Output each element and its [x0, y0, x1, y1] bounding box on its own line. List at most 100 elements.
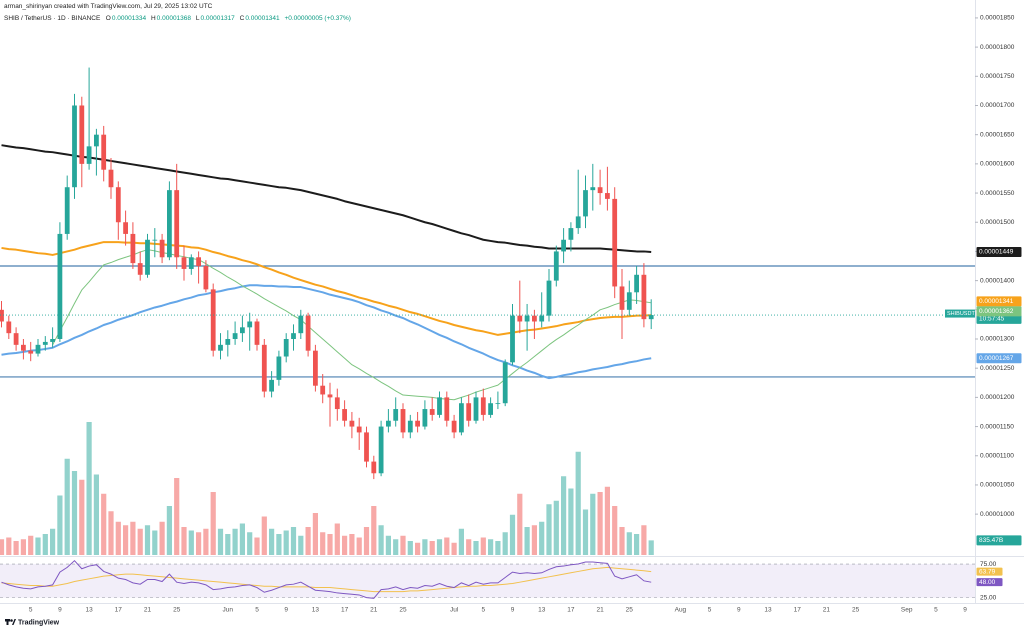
y-tick-label: 0.00001400	[980, 277, 1015, 284]
ohlc-letter: L	[195, 15, 200, 22]
x-tick-label: 17	[794, 607, 802, 614]
candle-body	[181, 257, 187, 269]
x-tick-label: 13	[764, 607, 772, 614]
candle-body	[0, 309, 4, 322]
volume-bar	[466, 539, 472, 555]
volume-bar	[415, 542, 421, 555]
y-tick-label: 0.00001300	[980, 336, 1015, 343]
candle-body	[407, 420, 413, 433]
volume-bar	[108, 511, 114, 555]
candle-body	[480, 397, 486, 415]
candle-body	[466, 403, 472, 421]
volume-bar	[166, 506, 172, 555]
candle-body	[612, 198, 618, 287]
legend-line: SHIB / TetherUS · 1D · BINANCE O0.000013…	[4, 13, 354, 25]
ohlc-value: 0.00001341	[245, 15, 280, 22]
y-tick-label: 0.00001150	[980, 423, 1014, 430]
volume-bar	[6, 537, 12, 555]
volume-bar	[203, 528, 209, 555]
candle-body	[196, 257, 201, 267]
candle-body	[86, 146, 92, 164]
candle-body	[495, 403, 501, 405]
candle-body	[568, 228, 574, 240]
rsi-ma-value-label: 63.79	[979, 568, 996, 575]
candle-body	[583, 190, 588, 217]
volume-bar	[458, 528, 464, 555]
candle-body	[152, 239, 158, 241]
candle-body	[349, 420, 355, 427]
candle-body	[269, 379, 274, 392]
x-tick-label: 9	[511, 607, 515, 614]
volume-bar	[79, 479, 85, 555]
candle-body	[327, 394, 333, 398]
volume-bar	[312, 513, 318, 555]
x-tick-label: 13	[312, 607, 320, 614]
ohlc-value: 0.00001334	[111, 15, 147, 22]
candle-body	[137, 263, 143, 275]
volume-bar	[612, 506, 618, 555]
volume-bar	[546, 504, 552, 555]
volume-bar	[539, 521, 545, 555]
candle-body	[393, 409, 399, 421]
y-tick-label: 0.00001500	[980, 219, 1015, 226]
candle-body	[532, 315, 537, 322]
moving-average	[1, 241, 652, 336]
x-tick-label: Aug	[675, 607, 687, 614]
volume-bar	[123, 525, 129, 555]
volume-bar	[276, 534, 282, 555]
candle-body	[378, 426, 384, 474]
volume-bar	[86, 422, 92, 555]
volume-bar	[524, 527, 530, 555]
x-tick-label: 25	[173, 607, 181, 614]
candle-body	[108, 169, 114, 188]
ma-value-label-box	[976, 247, 1022, 258]
author-line: arman_shirinyan created with TradingView…	[4, 3, 213, 10]
volume-value-label: 835.47B	[979, 537, 1003, 544]
y-tick-label: 0.00001050	[980, 482, 1015, 489]
volume-bar	[64, 458, 70, 555]
volume-bar	[444, 537, 450, 555]
volume-bar	[269, 528, 275, 555]
candle-body	[371, 461, 377, 474]
volume-bar	[553, 500, 559, 555]
y-tick-label: 0.00001700	[980, 102, 1015, 109]
candle-body	[72, 105, 77, 188]
candle-body	[422, 409, 428, 427]
volume-bar	[648, 540, 654, 555]
ma-value-label: 0.00001267	[979, 355, 1014, 362]
candle-body	[225, 339, 231, 345]
volume-bar	[283, 530, 289, 555]
candle-body	[145, 239, 150, 275]
x-tick-label: Jun	[223, 607, 234, 614]
candle-body	[21, 344, 26, 351]
x-tick-label: 9	[284, 607, 288, 614]
candle-body	[79, 105, 85, 164]
candle-body	[641, 274, 647, 320]
volume-bar	[422, 539, 428, 555]
volume-bar	[531, 525, 537, 555]
candle-body	[619, 286, 625, 310]
moving-average	[1, 144, 652, 254]
ohlc-value: 0.00001368	[156, 15, 192, 22]
x-tick-label: 5	[29, 607, 33, 614]
volume-bar	[57, 495, 63, 555]
y-tick-label: 0.00001850	[980, 15, 1015, 22]
volume-bar	[597, 492, 603, 555]
rsi-pane	[0, 559, 975, 599]
ma-value-label: 0.00001449	[979, 249, 1014, 256]
volume-bar	[0, 539, 5, 555]
candle-body	[247, 321, 253, 328]
candle-body	[473, 397, 479, 421]
candle-body	[101, 134, 107, 170]
x-tick-label: 17	[567, 607, 575, 614]
volume-bar	[356, 537, 362, 555]
y-tick-label: 0.00001000	[980, 511, 1015, 518]
ma-value-label: 0.00001341	[979, 298, 1014, 305]
candle-body	[276, 356, 282, 380]
candle-body	[356, 426, 362, 433]
candle-body	[115, 187, 121, 223]
candle-body	[130, 233, 136, 264]
x-tick-label: 21	[370, 607, 378, 614]
